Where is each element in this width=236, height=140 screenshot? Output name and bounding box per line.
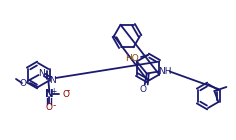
Text: NH: NH <box>158 67 172 76</box>
Text: N: N <box>49 75 56 85</box>
Text: -: - <box>67 87 70 95</box>
Text: HO: HO <box>125 53 139 62</box>
Text: O: O <box>62 89 69 99</box>
Text: O: O <box>139 85 146 94</box>
Text: +: + <box>50 87 57 95</box>
Text: O: O <box>19 79 26 88</box>
Text: -: - <box>53 102 56 110</box>
Text: O: O <box>46 102 53 111</box>
Text: N: N <box>38 68 45 78</box>
Text: N: N <box>45 89 54 99</box>
